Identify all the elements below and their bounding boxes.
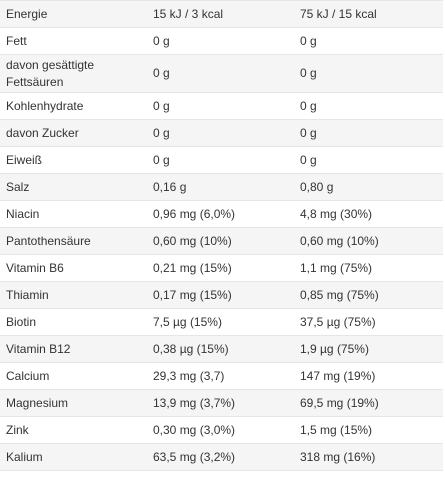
nutrient-name: Kohlenhydrate [0,92,147,120]
table-row-energie: Energie 15 kJ / 3 kcal 75 kJ / 15 kcal [0,0,443,28]
nutrient-value-portion: 0,38 µg (15%) [147,335,294,363]
table-row-niacin: Niacin 0,96 mg (6,0%) 4,8 mg (30%) [0,200,443,228]
nutrient-name: davon Zucker [0,119,147,147]
table-row-calcium: Calcium 29,3 mg (3,7) 147 mg (19%) [0,362,443,390]
nutrient-name: Salz [0,173,147,201]
nutrient-name: davon gesättigte Fettsäuren [0,54,147,93]
nutrient-value-100: 0,80 g [294,173,443,201]
table-row-thiamin: Thiamin 0,17 mg (15%) 0,85 mg (75%) [0,281,443,309]
nutrient-name: Magnesium [0,389,147,417]
nutrient-name: Thiamin [0,281,147,309]
nutrient-name: Fett [0,27,147,55]
nutrient-name: Zink [0,416,147,444]
nutrient-value-portion: 63,5 mg (3,2%) [147,443,294,471]
nutrient-name: Vitamin B12 [0,335,147,363]
nutrient-name: Pantothensäure [0,227,147,255]
nutrient-value-portion: 0 g [147,92,294,120]
nutrient-value-100: 0,60 mg (10%) [294,227,443,255]
table-row-zink: Zink 0,30 mg (3,0%) 1,5 mg (15%) [0,416,443,444]
nutrient-value-100: 1,1 mg (75%) [294,254,443,282]
table-row-vitamin-b6: Vitamin B6 0,21 mg (15%) 1,1 mg (75%) [0,254,443,282]
nutrient-value-100: 69,5 mg (19%) [294,389,443,417]
nutrient-value-portion: 0,17 mg (15%) [147,281,294,309]
table-row-eiweiss: Eiweiß 0 g 0 g [0,146,443,174]
nutrient-value-100: 75 kJ / 15 kcal [294,0,443,28]
nutrient-value-portion: 0,60 mg (10%) [147,227,294,255]
table-row-kohlenhydrate: Kohlenhydrate 0 g 0 g [0,92,443,120]
table-row-pantothensaeure: Pantothensäure 0,60 mg (10%) 0,60 mg (10… [0,227,443,255]
nutrient-value-portion: 7,5 µg (15%) [147,308,294,336]
table-row-kalium: Kalium 63,5 mg (3,2%) 318 mg (16%) [0,443,443,471]
table-row-biotin: Biotin 7,5 µg (15%) 37,5 µg (75%) [0,308,443,336]
nutrition-table: Energie 15 kJ / 3 kcal 75 kJ / 15 kcal F… [0,0,443,471]
nutrient-value-portion: 0,96 mg (6,0%) [147,200,294,228]
nutrient-value-100: 0 g [294,146,443,174]
nutrient-value-portion: 29,3 mg (3,7) [147,362,294,390]
nutrient-value-portion: 13,9 mg (3,7%) [147,389,294,417]
nutrient-value-100: 318 mg (16%) [294,443,443,471]
nutrient-value-100: 0 g [294,92,443,120]
nutrient-name: Calcium [0,362,147,390]
nutrient-value-portion: 0 g [147,27,294,55]
nutrient-value-100: 1,5 mg (15%) [294,416,443,444]
nutrient-value-portion: 0,21 mg (15%) [147,254,294,282]
nutrient-value-portion: 0 g [147,146,294,174]
nutrient-value-portion: 0 g [147,119,294,147]
nutrient-name: Niacin [0,200,147,228]
table-row-vitamin-b12: Vitamin B12 0,38 µg (15%) 1,9 µg (75%) [0,335,443,363]
nutrient-value-portion: 0 g [147,54,294,93]
nutrient-name: Eiweiß [0,146,147,174]
nutrient-name: Energie [0,0,147,28]
table-row-fett: Fett 0 g 0 g [0,27,443,55]
nutrient-name: Vitamin B6 [0,254,147,282]
nutrient-value-100: 4,8 mg (30%) [294,200,443,228]
nutrient-value-portion: 0,16 g [147,173,294,201]
nutrient-value-100: 0 g [294,27,443,55]
nutrient-value-portion: 0,30 mg (3,0%) [147,416,294,444]
nutrient-value-100: 1,9 µg (75%) [294,335,443,363]
table-row-zucker: davon Zucker 0 g 0 g [0,119,443,147]
nutrient-value-100: 37,5 µg (75%) [294,308,443,336]
nutrient-value-100: 147 mg (19%) [294,362,443,390]
table-row-magnesium: Magnesium 13,9 mg (3,7%) 69,5 mg (19%) [0,389,443,417]
table-row-salz: Salz 0,16 g 0,80 g [0,173,443,201]
nutrient-value-100: 0 g [294,119,443,147]
nutrient-name: Biotin [0,308,147,336]
table-row-gesaettigte-fettsaeuren: davon gesättigte Fettsäuren 0 g 0 g [0,54,443,93]
nutrient-value-100: 0 g [294,54,443,93]
nutrient-value-portion: 15 kJ / 3 kcal [147,0,294,28]
nutrient-name: Kalium [0,443,147,471]
nutrient-value-100: 0,85 mg (75%) [294,281,443,309]
